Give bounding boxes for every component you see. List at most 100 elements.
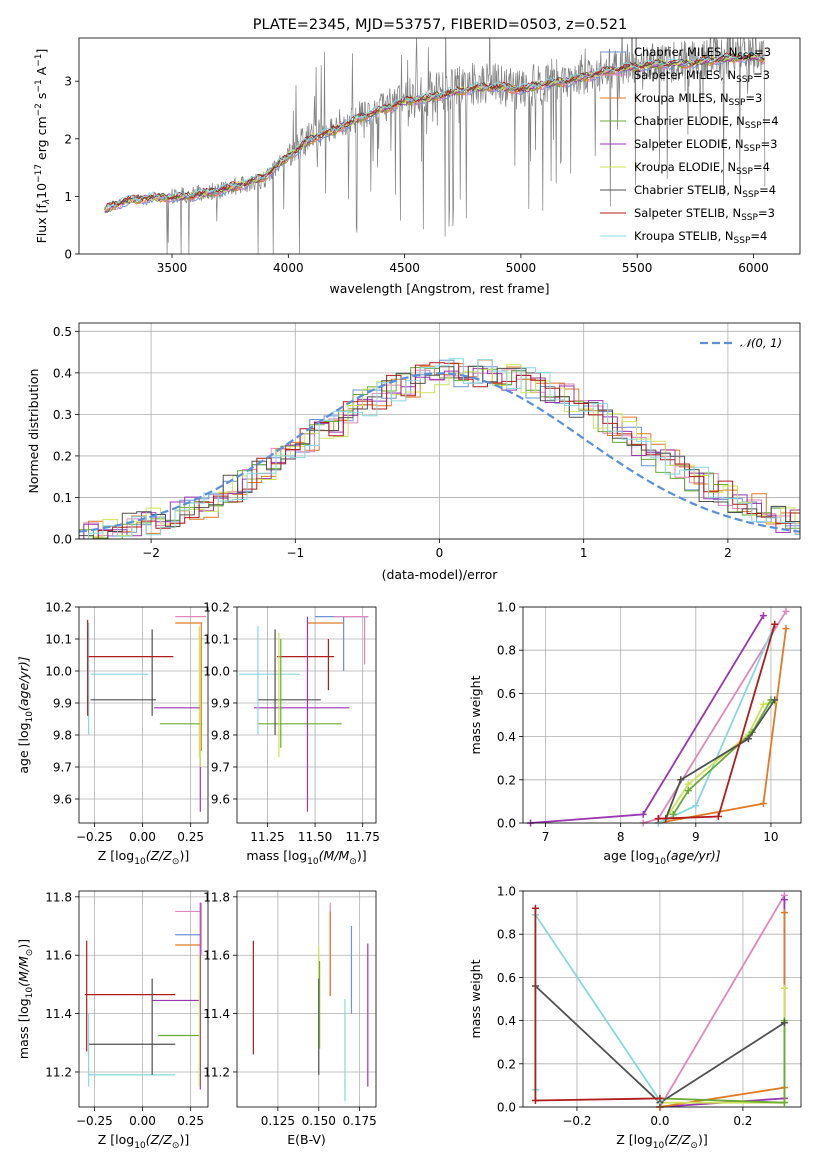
plot-area <box>104 38 766 254</box>
y-tick-label: 0.2 <box>497 1057 516 1071</box>
panel-age_vs_mass: 11.25 11.50 11.75 9.6 9.7 9.8 9.9 10.0 10.1 10.2 m… <box>203 601 380 868</box>
x-axis-label-part: 10 <box>134 1141 146 1151</box>
x-tick-label: −0.25 <box>76 1114 113 1128</box>
legend-label: Kroupa STELIB, NSSP=4 <box>634 229 767 246</box>
x-axis-label-part: )] <box>698 1132 708 1147</box>
histogram-step <box>88 359 800 539</box>
weight-marker <box>759 800 767 808</box>
y-tick-label: 0.0 <box>497 817 516 831</box>
y-tick-label: 10.2 <box>45 601 72 615</box>
x-axis-label: (data-model)/error <box>382 567 499 582</box>
x-axis-label-part: (age/yr)] <box>666 848 721 863</box>
y-axis-label-part: −1 <box>34 54 44 67</box>
y-tick-label: 2 <box>64 132 72 146</box>
x-axis-label-part: )] <box>179 1132 189 1147</box>
weight-marker <box>780 1099 788 1107</box>
legend-label-part: Kroupa MILES, N <box>634 91 729 105</box>
x-axis-label-part: mass [log <box>246 848 307 863</box>
legend-label: Salpeter STELIB, NSSP=3 <box>634 206 775 223</box>
weight-line <box>658 628 787 824</box>
x-axis-label-part: (Z/Z <box>664 1132 691 1147</box>
axes-frame <box>78 890 209 1108</box>
weight-marker <box>669 810 677 818</box>
axes-frame <box>78 37 801 255</box>
x-tick-label: 3500 <box>157 261 188 275</box>
y-tick-label: 11.8 <box>203 890 230 904</box>
y-tick-label: 1 <box>64 190 72 204</box>
panel-weight_vs_z: −0.2 0.0 0.2 0.0 0.2 0.4 0.6 0.8 1.0 Z [log10(Z/Z… <box>468 885 802 1151</box>
x-tick-label: 0.175 <box>342 1114 376 1128</box>
y-tick-label: 0.2 <box>53 449 72 463</box>
legend-label-part: =3 <box>758 206 775 220</box>
weight-marker <box>656 1094 664 1102</box>
x-axis-label-part: (M/M <box>319 848 350 863</box>
x-tick-label: 8 <box>617 830 625 844</box>
y-tick-label: 0.0 <box>53 533 72 547</box>
weight-marker <box>692 802 700 810</box>
x-axis-label: E(B-V) <box>287 1132 326 1147</box>
legend-label-part: Kroupa STELIB, N <box>634 229 734 243</box>
y-tick-label: 11.4 <box>45 1007 72 1021</box>
weight-marker <box>531 904 539 912</box>
legend-label-part: Chabrier STELIB, N <box>634 183 742 197</box>
weight-marker <box>782 625 790 633</box>
weight-marker <box>780 896 788 904</box>
y-axis-label-part: 10 <box>25 987 35 999</box>
y-tick-label: 11.6 <box>203 949 230 963</box>
x-tick-label: 5000 <box>506 261 537 275</box>
weight-marker <box>759 700 767 708</box>
y-axis-label-part: −2 <box>34 103 44 116</box>
x-tick-label: 10 <box>763 830 778 844</box>
y-axis-label-part: age [log <box>16 722 31 773</box>
y-tick-label: 0.0 <box>497 1101 516 1115</box>
legend-label-part: SSP <box>737 52 754 62</box>
legend-label-part: SSP <box>741 213 758 223</box>
weight-marker <box>780 909 788 917</box>
y-tick-label: 9.6 <box>211 793 230 807</box>
legend-label-part: Chabrier MILES, N <box>634 45 737 59</box>
y-axis-label-part: A <box>34 66 49 79</box>
y-axis-label-part: −17 <box>34 164 44 183</box>
y-tick-label: 0.4 <box>497 1014 516 1028</box>
legend-label-part: =4 <box>750 229 767 243</box>
legend-label-part: SSP <box>734 236 751 246</box>
x-axis-label: Z [log10(Z/Z⊙)] <box>616 1132 707 1151</box>
x-axis-label: Z [log10(Z/Z⊙)] <box>98 1132 189 1151</box>
panel-spectrum: 3500 4000 4500 5000 5500 6000 0 1 2 3 wavelength [… <box>34 37 801 296</box>
weight-marker <box>780 1019 788 1027</box>
plot-area <box>252 902 369 1102</box>
legend: 𝒩(0, 1) <box>700 336 782 350</box>
y-tick-label: 9.8 <box>211 729 230 743</box>
legend-label-part: Salpeter ELODIE, N <box>634 137 744 151</box>
y-tick-label: 0.8 <box>497 928 516 942</box>
legend-label: Chabrier ELODIE, NSSP=4 <box>634 114 779 131</box>
x-tick-label: 11.75 <box>345 830 379 844</box>
y-axis-label-part: Flux [f <box>34 204 49 244</box>
x-tick-label: −0.2 <box>562 1114 591 1128</box>
x-tick-label: 0.150 <box>302 1114 336 1128</box>
legend-label-part: SSP <box>742 190 759 200</box>
x-axis-label-part: (Z/Z <box>146 1132 173 1147</box>
x-tick-label: 11.50 <box>298 830 332 844</box>
y-tick-label: 11.6 <box>45 949 72 963</box>
weight-marker <box>771 696 779 704</box>
y-axis-label-part: 10 <box>34 183 49 199</box>
y-tick-label: 10.2 <box>203 601 230 615</box>
weight-marker <box>654 815 662 823</box>
y-axis-label-part: 10 <box>25 711 35 723</box>
panel-mass_vs_ebv: 0.125 0.150 0.175 11.2 11.4 11.6 11.8 E(B-V) <box>203 890 377 1147</box>
x-tick-label: 6000 <box>738 261 769 275</box>
x-tick-label: 4000 <box>273 261 304 275</box>
x-axis-label-part: 10 <box>134 857 146 867</box>
y-tick-label: 10.1 <box>45 633 72 647</box>
weight-marker <box>782 607 790 615</box>
weight-marker <box>684 780 692 788</box>
y-tick-label: 1.0 <box>497 601 516 615</box>
x-tick-label: 7 <box>542 830 550 844</box>
axes-frame <box>78 606 209 824</box>
x-axis-label-part: 10 <box>653 1141 665 1151</box>
weight-line <box>534 911 661 1102</box>
x-tick-label: −1 <box>286 546 304 560</box>
y-tick-label: 11.8 <box>45 890 72 904</box>
histogram-step <box>79 365 800 539</box>
